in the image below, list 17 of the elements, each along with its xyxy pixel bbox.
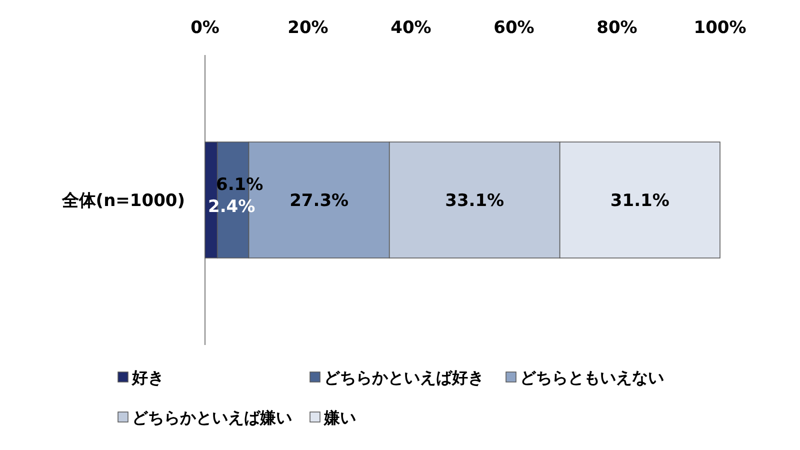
data-label: 33.1% xyxy=(445,191,504,211)
data-label: 6.1% xyxy=(216,175,264,195)
legend-label: どちらともいえない xyxy=(520,368,664,387)
x-tick-label: 80% xyxy=(596,18,638,38)
x-tick-label: 60% xyxy=(494,18,534,38)
legend-label: どちらかといえば好き xyxy=(324,368,484,387)
data-label: 31.1% xyxy=(610,191,670,211)
legend-label: 好き xyxy=(131,368,164,387)
x-tick-label: 100% xyxy=(694,18,746,38)
x-tick-label: 20% xyxy=(288,18,328,38)
data-label: 27.3% xyxy=(290,191,349,211)
legend-label: 嫌い xyxy=(323,408,356,427)
data-label: 2.4% xyxy=(208,197,256,217)
legend-label: どちらかといえば嫌い xyxy=(132,408,292,427)
x-tick-label: 0% xyxy=(190,18,220,38)
y-tick-label: 全体(n=1000) xyxy=(60,191,185,211)
x-tick-label: 40% xyxy=(390,18,432,38)
